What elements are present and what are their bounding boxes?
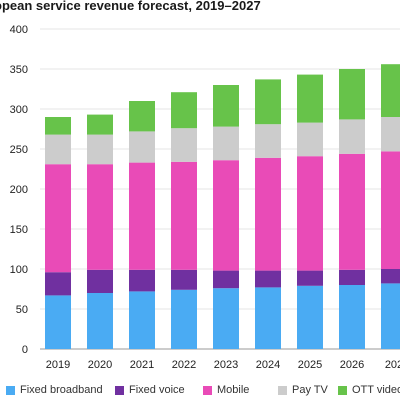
x-tick-label: 2019 xyxy=(46,359,70,371)
bar-mobile-2021 xyxy=(129,162,155,270)
y-tick-label: 100 xyxy=(10,264,28,276)
bar-ott-video-2021 xyxy=(129,101,155,132)
x-axis-tick-labels: 2019 2020 2021 2022 2023 2024 2025 2026 202 xyxy=(46,359,400,371)
bar-fixed-voice-2024 xyxy=(255,270,281,288)
legend-item-fixed-broadband: Fixed broadband xyxy=(6,384,103,396)
bar-fixed-broadband-2024 xyxy=(255,287,281,349)
legend-swatch xyxy=(115,385,124,395)
legend-swatch xyxy=(338,385,347,395)
legend-label: Fixed voice xyxy=(129,384,185,396)
bar-fixed-broadband-2025 xyxy=(297,285,323,349)
y-tick-label: 50 xyxy=(16,304,28,316)
bar-pay-tv-2025 xyxy=(297,122,323,157)
bar-ott-video-2026 xyxy=(339,69,365,120)
bar-mobile-202 xyxy=(381,151,400,269)
bar-fixed-voice-2022 xyxy=(171,269,197,290)
legend-item-ott-video: OTT video xyxy=(338,384,400,396)
bar-fixed-broadband-2023 xyxy=(213,288,239,349)
bar-mobile-2026 xyxy=(339,153,365,270)
bar-ott-video-202 xyxy=(381,64,400,117)
bar-pay-tv-2022 xyxy=(171,128,197,162)
legend-item-mobile: Mobile xyxy=(203,384,249,396)
bar-mobile-2025 xyxy=(297,156,323,271)
bar-pay-tv-2024 xyxy=(255,124,281,158)
bar-pay-tv-2019 xyxy=(45,134,71,165)
bar-fixed-broadband-2019 xyxy=(45,295,71,349)
bar-mobile-2020 xyxy=(87,164,113,270)
bar-pay-tv-2021 xyxy=(129,131,155,163)
bar-fixed-broadband-2021 xyxy=(129,291,155,349)
bar-ott-video-2025 xyxy=(297,74,323,123)
bar-fixed-voice-202 xyxy=(381,269,400,284)
x-tick-label: 2021 xyxy=(130,359,154,371)
bar-mobile-2024 xyxy=(255,157,281,271)
y-tick-label: 250 xyxy=(10,144,28,156)
bar-fixed-voice-2026 xyxy=(339,269,365,285)
bar-pay-tv-2020 xyxy=(87,134,113,165)
x-tick-label: 2022 xyxy=(172,359,196,371)
bar-ott-video-2022 xyxy=(171,92,197,129)
bar-fixed-voice-2025 xyxy=(297,270,323,286)
y-axis-tick-labels: 0 50 100 150 200 250 300 350 400 xyxy=(10,24,28,356)
legend-label: Fixed broadband xyxy=(20,384,103,396)
bar-ott-video-2020 xyxy=(87,114,113,135)
legend: Fixed broadband Fixed voice Mobile Pay TV OT… xyxy=(0,384,400,400)
bar-mobile-2023 xyxy=(213,160,239,271)
legend-item-pay-tv: Pay TV xyxy=(278,384,328,396)
bar-fixed-voice-2021 xyxy=(129,269,155,292)
bar-ott-video-2019 xyxy=(45,117,71,135)
bars xyxy=(45,64,400,349)
stacked-bar-chart: 0 50 100 150 200 250 300 350 400 2019 2020 2021 202… xyxy=(10,24,400,371)
y-tick-label: 0 xyxy=(22,344,28,356)
x-tick-label: 2024 xyxy=(256,359,280,371)
legend-label: OTT video xyxy=(352,384,400,396)
bar-fixed-broadband-2022 xyxy=(171,289,197,349)
bar-fixed-voice-2020 xyxy=(87,269,113,293)
legend-label: Mobile xyxy=(217,384,250,396)
legend-swatch xyxy=(203,385,212,395)
y-tick-label: 300 xyxy=(10,104,28,116)
bar-mobile-2022 xyxy=(171,161,197,270)
bar-ott-video-2023 xyxy=(213,85,239,127)
x-tick-label: 2025 xyxy=(298,359,322,371)
x-tick-label: 2023 xyxy=(214,359,238,371)
bar-mobile-2019 xyxy=(45,164,71,273)
bar-pay-tv-2023 xyxy=(213,126,239,161)
bar-ott-video-2024 xyxy=(255,79,281,125)
y-tick-label: 150 xyxy=(10,224,28,236)
legend-label: Pay TV xyxy=(292,384,328,396)
y-tick-label: 350 xyxy=(10,64,28,76)
bar-fixed-voice-2023 xyxy=(213,270,239,289)
legend-swatch xyxy=(6,385,15,395)
x-tick-label: 202 xyxy=(385,359,400,371)
x-tick-label: 2020 xyxy=(88,359,112,371)
chart-title: opean service revenue forecast, 2019–202… xyxy=(0,0,261,13)
y-tick-label: 400 xyxy=(10,24,28,36)
bar-fixed-voice-2019 xyxy=(45,272,71,296)
y-tick-label: 200 xyxy=(10,184,28,196)
legend-item-fixed-voice: Fixed voice xyxy=(115,384,185,396)
bar-pay-tv-202 xyxy=(381,117,400,152)
bar-fixed-broadband-2026 xyxy=(339,285,365,349)
bar-fixed-broadband-202 xyxy=(381,283,400,349)
x-tick-label: 2026 xyxy=(340,359,364,371)
bar-fixed-broadband-2020 xyxy=(87,293,113,349)
bar-pay-tv-2026 xyxy=(339,119,365,154)
legend-swatch xyxy=(278,385,287,395)
